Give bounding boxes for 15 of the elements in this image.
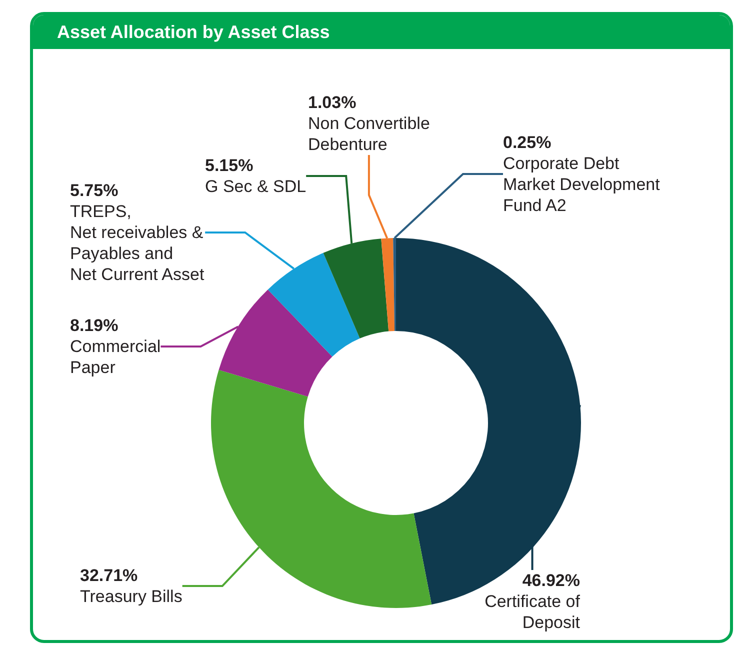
data-label: 0.25% xyxy=(503,133,552,152)
data-label: 1.03% xyxy=(308,93,356,112)
slice-label: Corporate Debt Market Development Fund A2 xyxy=(503,154,660,215)
data-label: 5.75% xyxy=(70,181,118,200)
slice-label: TREPS, Net receivables & Payables and Net Current Asset xyxy=(70,202,204,284)
slice-label: Certificate of Deposit xyxy=(484,592,580,632)
data-label: 8.19% xyxy=(70,316,118,335)
chart-title: Asset Allocation by Asset Class xyxy=(57,22,330,43)
slice-label: Commercial Paper xyxy=(70,337,161,377)
data-label: 5.15% xyxy=(205,156,254,175)
data-label: 32.71% xyxy=(80,566,138,585)
slice-label: Non Convertible Debenture xyxy=(308,114,430,154)
slice-label: G Sec & SDL xyxy=(205,177,306,196)
slice-label: Treasury Bills xyxy=(80,587,182,606)
data-label: 46.92% xyxy=(522,571,580,590)
